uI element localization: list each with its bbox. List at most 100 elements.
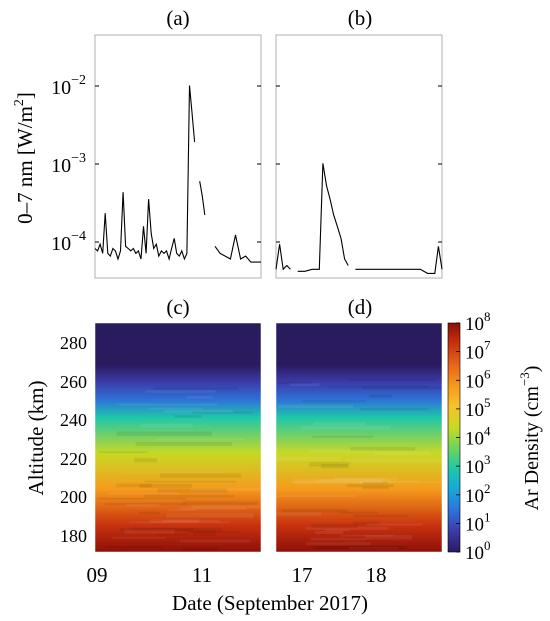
density-c-texture-band — [126, 551, 182, 552]
colorbar-tick-label: 106 — [465, 366, 491, 392]
density-c-texture-band — [116, 403, 218, 406]
colorbar-tick-base: 10 — [465, 429, 484, 450]
series-line-a — [94, 85, 261, 263]
density-d-texture-band — [347, 484, 394, 488]
density-d-texture-band — [289, 383, 320, 387]
colorbar-tick-base: 10 — [465, 514, 484, 535]
colorbar-tick-label: 107 — [465, 338, 491, 364]
density-c-texture-band — [157, 488, 228, 493]
density-c-texture-band — [153, 387, 238, 390]
flux-tick-1e-4: 10−4 — [51, 229, 86, 255]
density-d-texture-band — [281, 509, 348, 513]
density-c-texture-band — [157, 533, 188, 536]
density-d-texture-band — [365, 535, 412, 540]
density-c-texture-band — [108, 492, 179, 495]
density-d-texture-band — [369, 394, 392, 398]
density-c-texture-band — [131, 527, 194, 531]
density-c-texture-band — [155, 438, 244, 441]
density-d-texture-band — [361, 486, 389, 490]
panel-label-b: (b) — [348, 6, 373, 30]
density-d-texture-band — [292, 480, 382, 484]
density-d-texture-band — [364, 480, 419, 483]
density-d-texture-band — [340, 534, 394, 537]
density-c-texture-band — [120, 528, 222, 532]
density-c-texture-band — [180, 507, 246, 510]
x-ticks: 09 11 17 18 — [87, 563, 387, 587]
density-d-texture-band — [361, 386, 442, 390]
panel-label-c: (c) — [166, 295, 189, 319]
series-line-b — [275, 163, 443, 274]
density-c-texture-band — [174, 415, 202, 418]
colorbar-tick-exp: 0 — [484, 538, 491, 553]
density-d-texture-band — [300, 425, 391, 430]
density-d-texture-band — [309, 462, 350, 467]
colorbar-tick-exp: 4 — [484, 424, 491, 439]
density-c-texture-band — [139, 483, 192, 488]
density-d-texture-band — [349, 546, 399, 549]
density-c-texture-band — [191, 505, 261, 509]
density-d-texture-band — [278, 404, 354, 408]
density-d-texture-band — [353, 521, 380, 526]
density-c-texture-band — [143, 494, 235, 498]
density-c-texture-band — [163, 520, 220, 523]
colorbar-tick-label: 105 — [465, 395, 491, 421]
colorbar-label: Ar Density (cm−3) — [517, 366, 543, 511]
density-d-texture-band — [276, 456, 342, 462]
colorbar-tick-base: 10 — [465, 371, 484, 392]
density-c-texture-band — [138, 511, 160, 515]
alt-tick-260: 260 — [60, 372, 87, 392]
colorbar-tick-base: 10 — [465, 400, 484, 421]
colorbar-tick-base: 10 — [465, 343, 484, 364]
density-d-texture-band — [333, 477, 399, 481]
colorbar-tick-exp: 7 — [484, 338, 491, 353]
density-d-texture-band — [315, 546, 409, 550]
altitude-y-ticks: 280 260 240 220 200 180 — [60, 333, 87, 546]
density-d-texture-band — [314, 531, 344, 534]
density-c-texture-band — [164, 409, 234, 413]
density-d-texture-band — [306, 542, 371, 546]
density-d-texture-band — [327, 385, 429, 389]
density-c-texture-band — [105, 502, 186, 506]
density-c-texture-band — [168, 508, 196, 511]
density-c-texture-band — [192, 411, 253, 414]
density-c-texture-band — [97, 497, 187, 500]
alt-tick-220: 220 — [60, 449, 87, 469]
density-d-texture-band — [353, 514, 409, 518]
density-d-texture-band — [359, 481, 442, 483]
colorbar-tick-label: 103 — [465, 452, 491, 478]
density-c-texture-band — [166, 513, 254, 518]
altitude-y-axis-label: Altitude (km) — [24, 381, 48, 496]
density-map-d — [276, 323, 442, 552]
colorbar-tick-label: 102 — [465, 481, 491, 507]
density-c-texture-band — [135, 441, 232, 446]
density-c-texture-band — [182, 501, 259, 505]
colorbar-tick-label: 101 — [465, 509, 491, 535]
density-c-texture-band — [182, 546, 218, 551]
flux-line-b — [275, 163, 443, 274]
density-c-texture-band — [179, 539, 251, 543]
panel-b-frame — [275, 34, 443, 279]
colorbar-tick-exp: 5 — [484, 395, 491, 410]
alt-tick-200: 200 — [60, 487, 87, 507]
colorbar-tick-base: 10 — [465, 314, 484, 335]
density-d-texture-band — [320, 464, 349, 469]
alt-tick-240: 240 — [60, 410, 87, 430]
density-c-texture-band — [190, 488, 261, 491]
colorbar-tick-base: 10 — [465, 486, 484, 507]
density-c-texture-band — [145, 480, 236, 483]
density-d-texture-band — [310, 537, 367, 541]
density-d-texture-band — [305, 526, 389, 530]
density-d-texture-band — [312, 545, 404, 549]
density-map-c — [95, 323, 261, 552]
panel-d-frame — [275, 322, 443, 553]
colorbar-tick-exp: 3 — [484, 452, 491, 467]
density-c-texture-band — [128, 521, 231, 524]
colorbar-tick-exp: 8 — [484, 309, 491, 324]
x-tick-09: 09 — [87, 563, 108, 587]
density-c-texture-band — [106, 545, 163, 548]
density-c-texture-band — [193, 531, 216, 536]
density-d-texture-band — [276, 512, 322, 516]
density-c-texture-band — [112, 536, 166, 539]
density-d-texture-band — [360, 408, 429, 411]
